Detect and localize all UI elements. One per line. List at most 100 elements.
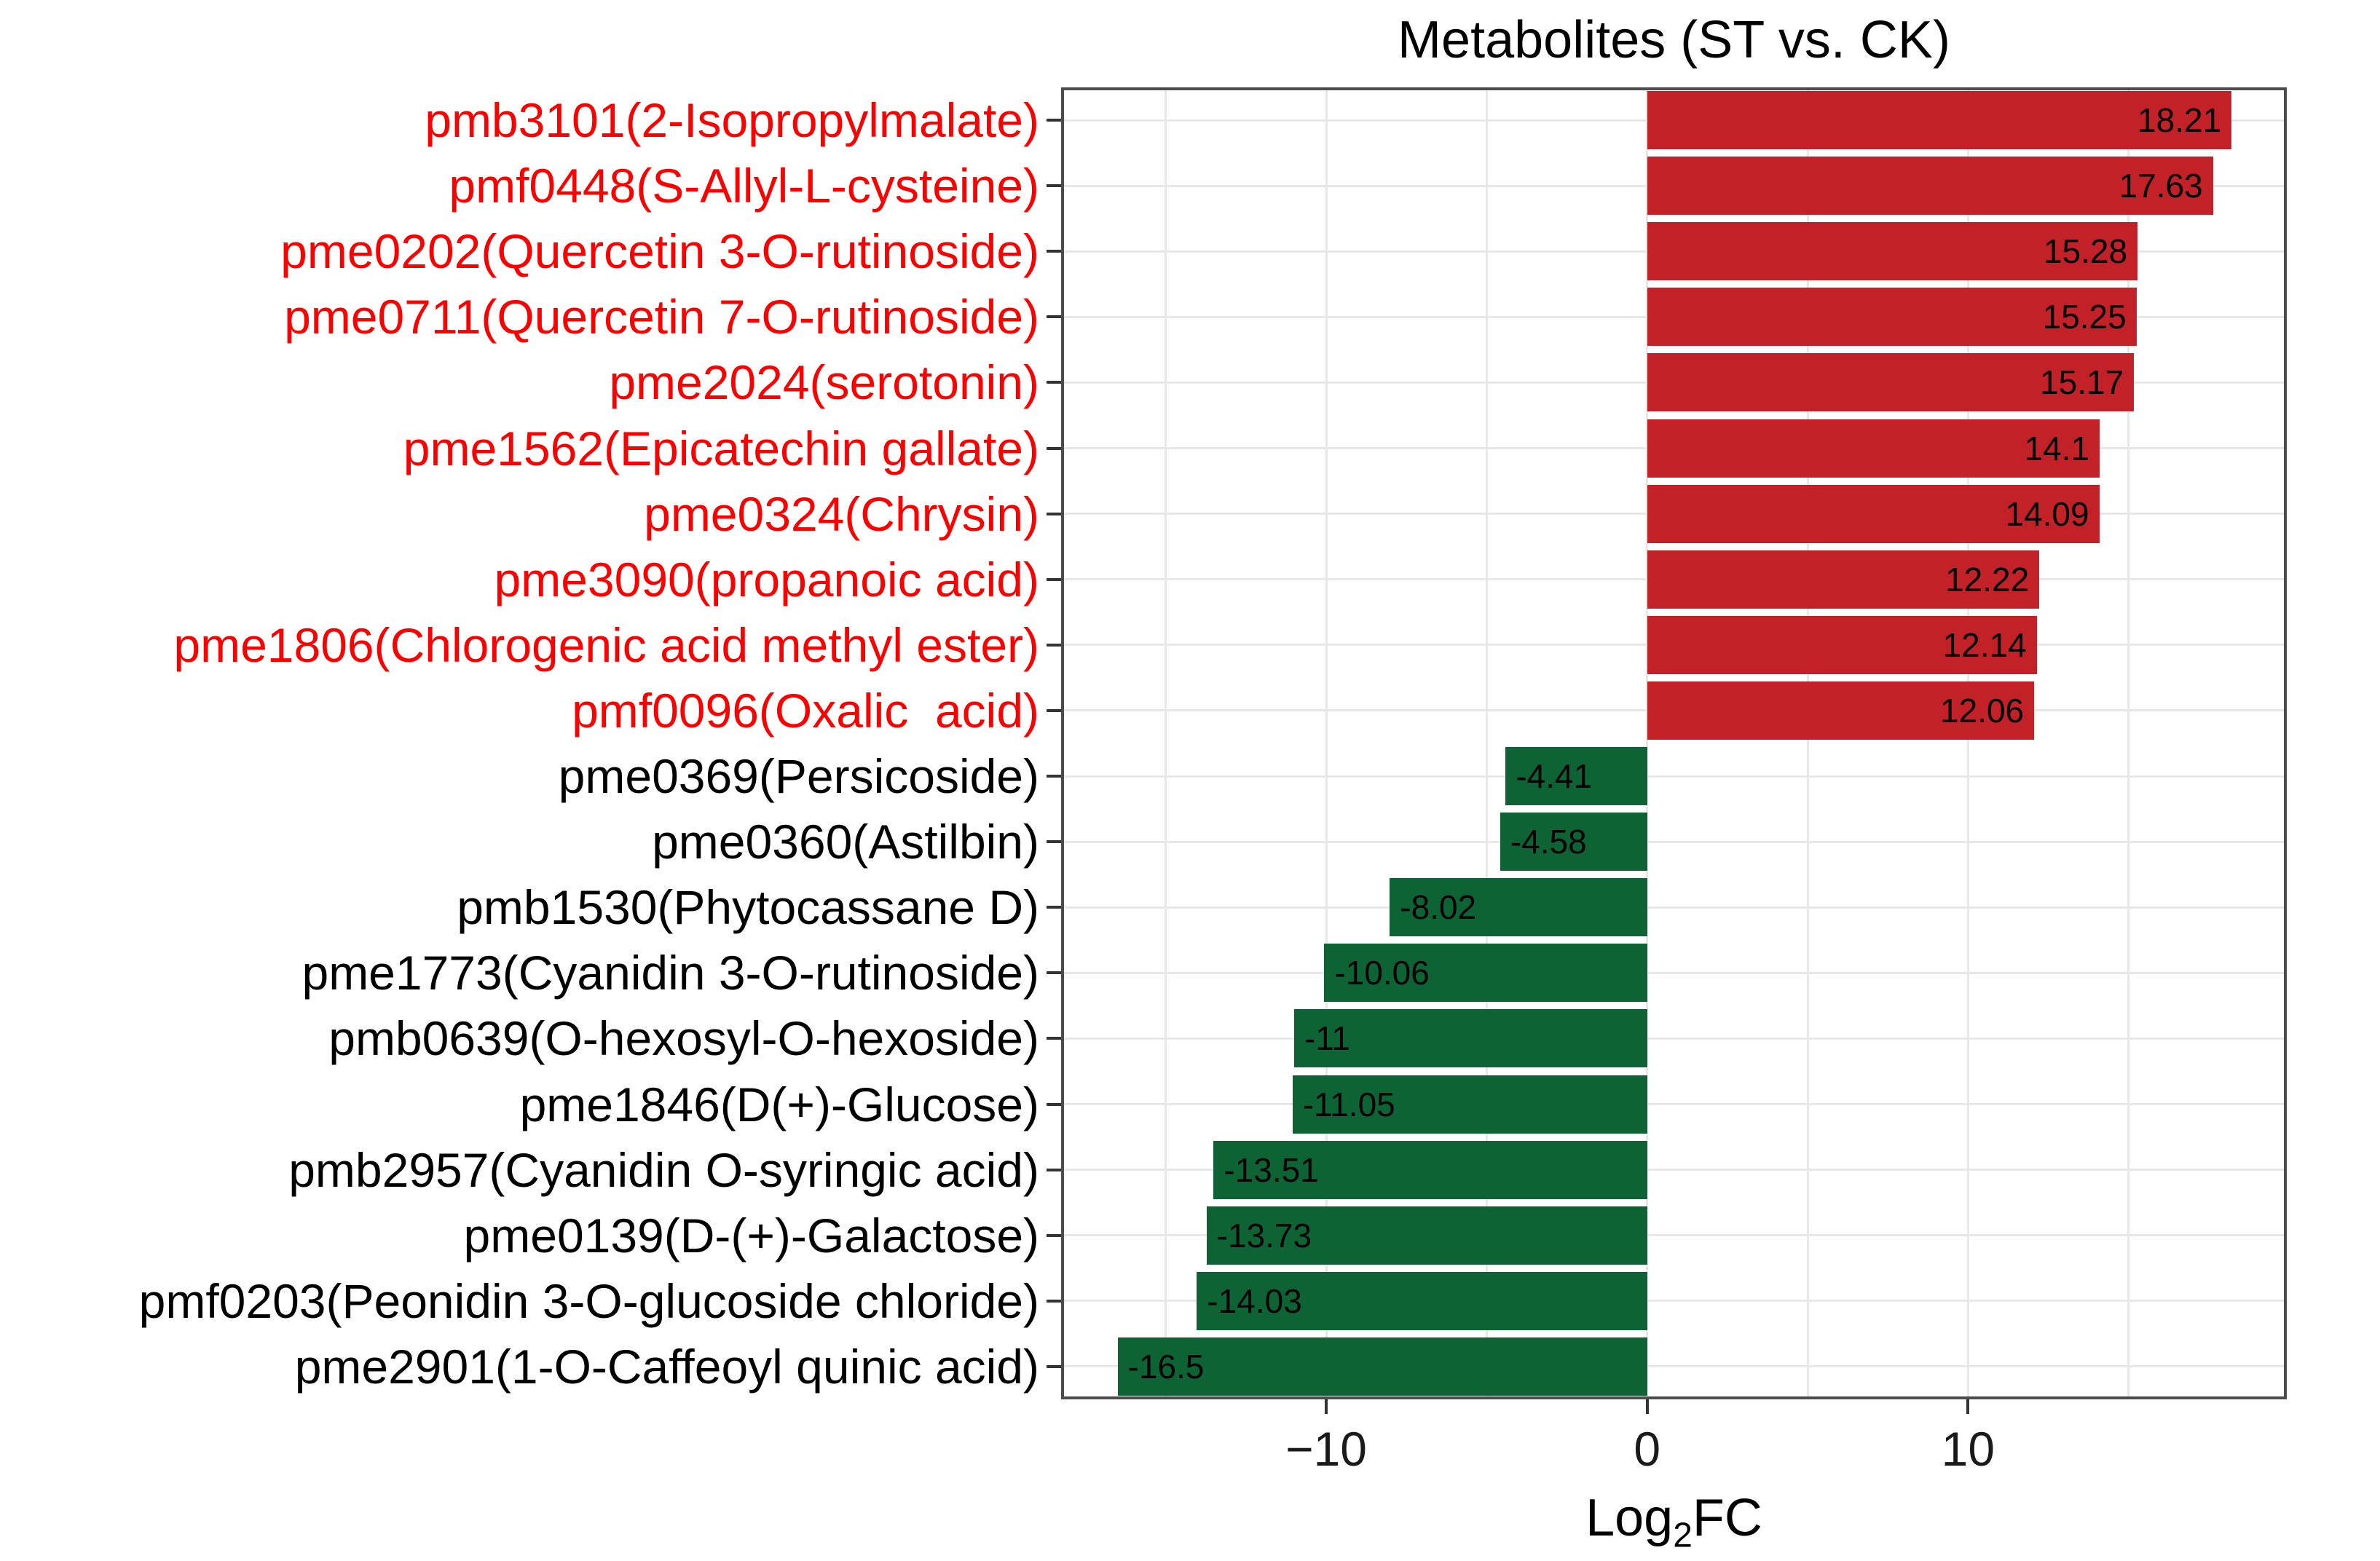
category-label: pme0360(Astilbin) [652,815,1039,869]
y-axis-tick [1047,1364,1061,1368]
bar: 15.28 [1647,222,2138,281]
category-label: pme3090(propanoic acid) [494,552,1039,606]
y-gridline [1064,1365,2284,1368]
category-label: pme0202(Quercetin 3-O-rutinoside) [280,224,1039,279]
chart-title: Metabolites (ST vs. CK) [1398,11,1950,69]
bar-value-label: -13.73 [1216,1216,1312,1254]
x-gridline [1485,90,1488,1396]
x-gridline [1966,90,1969,1396]
bar: 14.09 [1647,484,2100,543]
category-label: pme0139(D-(+)-Galactose) [463,1208,1039,1262]
y-axis-tick [1047,1168,1061,1171]
category-label: pmb2957(Cyanidin O-syringic acid) [288,1142,1039,1197]
bar: -4.58 [1500,813,1647,872]
y-gridline [1064,1103,2284,1106]
x-axis-tick [1966,1399,1970,1414]
x-axis-tick [1325,1399,1328,1414]
x-axis-title-sub: 2 [1673,1516,1693,1555]
bar: -13.73 [1206,1206,1647,1265]
x-gridline [1165,90,1167,1396]
bar-value-label: -14.03 [1207,1281,1302,1320]
x-gridline [1646,90,1649,1396]
category-label: pmb0639(O-hexosyl-O-hexoside) [328,1011,1039,1066]
x-gridline [2127,90,2130,1396]
bar-value-label: -11.05 [1302,1085,1395,1123]
bar-value-label: 12.14 [1942,625,2027,664]
category-label: pmf0448(S-Allyl-L-cysteine) [449,159,1039,213]
bar: -16.5 [1117,1337,1647,1396]
bar: 12.06 [1647,681,2035,740]
bar-value-label: 15.17 [2040,363,2124,402]
y-gridline [1064,775,2284,778]
y-axis-tick [1047,446,1061,450]
bar-value-label: 14.1 [2024,429,2090,467]
category-label: pme0369(Persicoside) [558,749,1039,803]
bar-value-label: -8.02 [1400,888,1477,927]
bar-value-label: 15.28 [2043,232,2128,271]
x-axis-title-base: Log [1585,1489,1674,1547]
x-tick-label: 0 [1634,1422,1661,1476]
y-axis-tick [1047,971,1061,975]
x-axis-tick [1645,1399,1649,1414]
y-gridline [1064,906,2284,909]
y-axis-tick [1047,775,1061,778]
y-axis-tick [1047,840,1061,844]
bar-value-label: 14.09 [2005,494,2089,533]
y-axis-tick [1047,1037,1061,1040]
bar: -4.41 [1505,747,1647,806]
category-label: pme0324(Chrysin) [644,486,1039,541]
bar: -8.02 [1390,878,1647,937]
bar: 17.63 [1647,157,2213,216]
plot-panel: 18.21 17.63 15.28 15.25 15.17 14.1 14.09 12.22 1… [1061,87,2287,1399]
bar: 15.25 [1647,288,2137,347]
category-label: pme1806(Chlorogenic acid methyl ester) [173,617,1039,672]
bar-value-label: 15.25 [2042,298,2127,336]
x-gridline [1806,90,1809,1396]
y-gridline [1064,1169,2284,1171]
y-axis-tick [1047,708,1061,712]
bar: -11 [1293,1009,1647,1068]
y-gridline [1064,1300,2284,1303]
y-axis-tick [1047,184,1061,188]
category-label: pmf0096(Oxalic acid) [572,683,1039,738]
y-axis-tick [1047,1299,1061,1303]
y-axis-tick [1047,577,1061,581]
y-axis-tick [1047,250,1061,253]
bar-value-label: -4.58 [1510,823,1587,861]
category-label: pmb3101(2-Isopropylmalate) [425,93,1039,147]
bar-value-label: 18.21 [2137,101,2222,140]
bar: 18.21 [1647,91,2232,150]
bar-value-label: -13.51 [1224,1150,1319,1189]
bar-value-label: -16.5 [1127,1347,1205,1386]
category-label: pme2901(1-O-Caffeoyl quinic acid) [294,1339,1039,1394]
bar: 14.1 [1647,419,2100,478]
bar: -13.51 [1213,1140,1647,1199]
x-tick-label: 10 [1941,1422,1995,1476]
y-axis-tick [1047,1233,1061,1237]
category-label: pme0711(Quercetin 7-O-rutinoside) [284,290,1039,344]
bar: 12.22 [1647,550,2040,609]
y-axis-tick [1047,512,1061,515]
y-axis-tick [1047,1102,1061,1106]
category-label: pmb1530(Phytocassane D) [457,880,1039,935]
bar: -14.03 [1197,1271,1647,1330]
bar: -10.06 [1324,944,1647,1003]
x-tick-label: −10 [1285,1422,1367,1476]
y-gridline [1064,1037,2284,1040]
bar: 15.17 [1647,353,2135,412]
y-gridline [1064,971,2284,974]
category-label: pme1562(Epicatechin gallate) [403,421,1039,475]
bar-value-label: 17.63 [2119,167,2203,205]
bar-value-label: 12.22 [1945,560,2030,598]
y-axis-tick [1047,906,1061,909]
x-gridline [1325,90,1328,1396]
bar-value-label: -10.06 [1334,954,1430,992]
bar-value-label: 12.06 [1940,691,2025,730]
category-label: pme1773(Cyanidin 3-O-rutinoside) [302,946,1040,1000]
category-label: pme1846(D(+)-Glucose) [519,1077,1039,1131]
bar: -11.05 [1292,1075,1647,1134]
y-gridline [1064,1234,2284,1237]
x-axis-title: Log2FC [1061,1488,2287,1553]
y-axis-tick [1047,381,1061,384]
